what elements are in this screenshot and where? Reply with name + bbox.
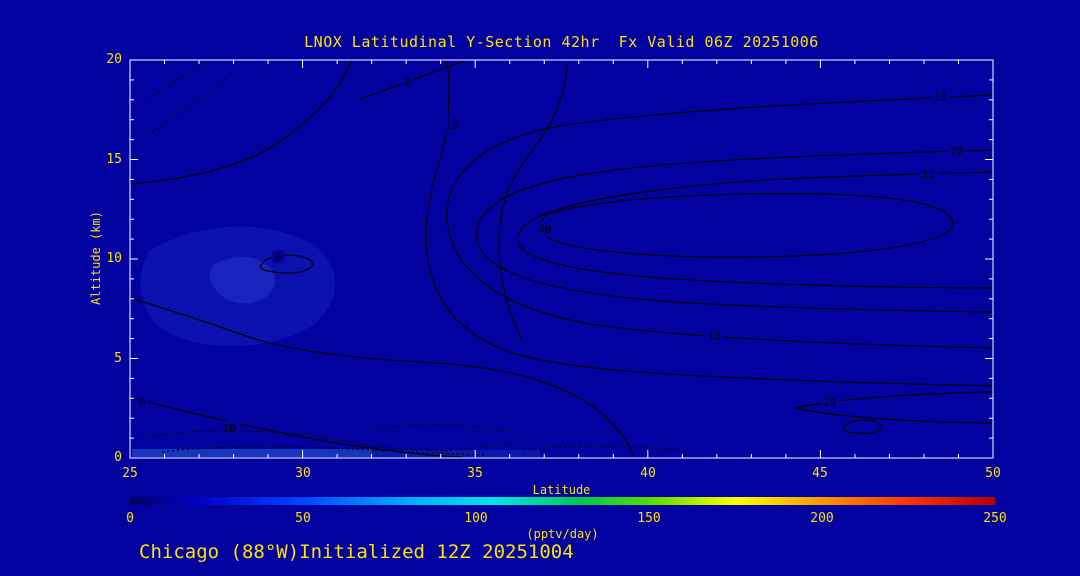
colorbar-tick-50: 50 [295, 511, 311, 526]
colorbar-tick-100: 100 [464, 511, 488, 526]
svg-text:0: 0 [405, 76, 412, 89]
svg-text:10: 10 [445, 119, 458, 132]
y-tick-label-5: 5 [114, 351, 122, 366]
svg-text:20: 20 [950, 145, 963, 158]
x-tick-label-35: 35 [467, 466, 483, 481]
colorbar-gradient [130, 497, 995, 505]
x-tick-label-50: 50 [985, 466, 1001, 481]
colorbar-tick-200: 200 [810, 511, 834, 526]
colorbar-tick-150: 150 [637, 511, 661, 526]
svg-text:40: 40 [538, 223, 551, 236]
svg-text:10: 10 [933, 91, 946, 104]
svg-text:0: 0 [139, 396, 146, 409]
x-tick-label-40: 40 [640, 466, 656, 481]
colorbar-units: (pptv/day) [526, 527, 599, 541]
svg-text:0: 0 [275, 251, 282, 264]
x-axis-label: Latitude [532, 483, 591, 497]
x-tick-label-25: 25 [122, 466, 138, 481]
y-tick-label-10: 10 [106, 251, 122, 266]
colorbar-tick-250: 250 [983, 511, 1007, 526]
svg-text:-10: -10 [216, 422, 236, 435]
svg-text:10: 10 [707, 330, 720, 343]
plot-title: LNOX Latitudinal Y-Section 42hr Fx Valid… [304, 33, 819, 51]
colorbar-tick-0: 0 [126, 511, 134, 526]
y-tick-label-15: 15 [106, 152, 122, 167]
x-tick-label-30: 30 [295, 466, 311, 481]
svg-text:30: 30 [921, 168, 934, 181]
x-tick-label-45: 45 [812, 466, 828, 481]
svg-text:20: 20 [823, 396, 836, 409]
y-tick-label-20: 20 [106, 52, 122, 67]
footer-caption: Chicago (88°W)Initialized 12Z 20251004 [139, 541, 574, 563]
y-tick-label-0: 0 [114, 450, 122, 465]
